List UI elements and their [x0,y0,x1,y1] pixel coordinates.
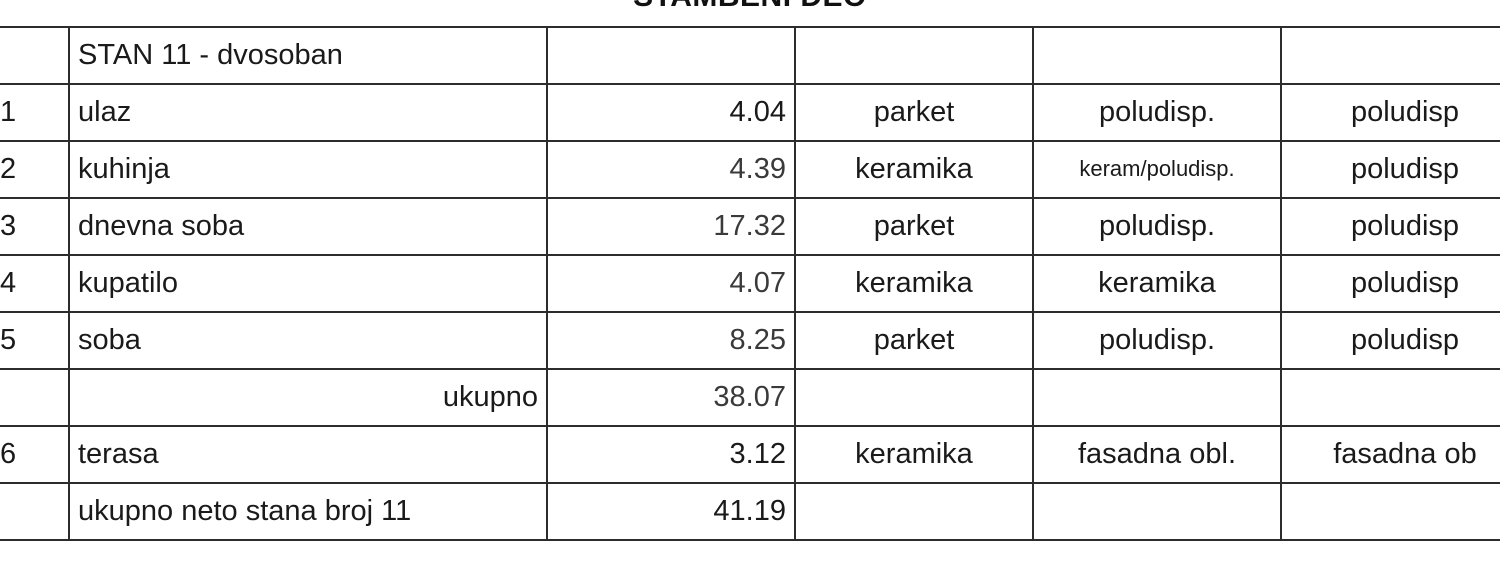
page-title: STAMBENI DEO [0,0,1500,10]
cell-finish-wall [1032,368,1282,427]
cell-area: 4.39 [546,140,796,199]
cell-area: 4.07 [546,254,796,313]
cell-apartment-title: STAN 11 - dvosoban [68,26,548,85]
table-row: 3 dnevna soba 17.32 parket poludisp. pol… [0,197,1500,256]
cell-finish-floor: keramika [794,254,1034,313]
cell-total-label: ukupno neto stana broj 11 [68,482,548,541]
table-row-subtotal: ukupno 38.07 [0,368,1500,427]
table-row: 2 kuhinja 4.39 keramika keram/poludisp. … [0,140,1500,199]
cell-room-name: terasa [68,425,548,484]
cell-finish-floor: parket [794,197,1034,256]
cell-finish-floor [794,482,1034,541]
cell-finish-ceiling [1280,368,1500,427]
cell-number [0,368,70,427]
cell-room-name: kuhinja [68,140,548,199]
cell-finish-ceiling [1280,26,1500,85]
cell-finish-floor: parket [794,311,1034,370]
cell-finish-ceiling: poludisp [1280,83,1500,142]
cell-finish-wall [1032,26,1282,85]
cell-finish-ceiling: poludisp [1280,254,1500,313]
apartment-schedule-table: STAN 11 - dvosoban 1 ulaz 4.04 parket po… [0,26,1500,541]
cell-finish-wall: poludisp. [1032,311,1282,370]
cell-finish-floor: parket [794,83,1034,142]
cell-number [0,26,70,85]
table-row: 1 ulaz 4.04 parket poludisp. poludisp [0,83,1500,142]
cell-finish-floor: keramika [794,425,1034,484]
cell-number: 1 [0,83,70,142]
cell-finish-ceiling: fasadna ob [1280,425,1500,484]
table-row: 4 kupatilo 4.07 keramika keramika poludi… [0,254,1500,313]
cell-area: 17.32 [546,197,796,256]
cell-area: 8.25 [546,311,796,370]
cell-finish-ceiling [1280,482,1500,541]
cell-finish-ceiling: poludisp [1280,197,1500,256]
cell-finish-floor [794,368,1034,427]
cell-number [0,482,70,541]
cell-finish-wall: keramika [1032,254,1282,313]
table-row: 5 soba 8.25 parket poludisp. poludisp [0,311,1500,370]
cell-finish-ceiling: poludisp [1280,140,1500,199]
table-row: 6 terasa 3.12 keramika fasadna obl. fasa… [0,425,1500,484]
cell-finish-floor [794,26,1034,85]
cell-area: 38.07 [546,368,796,427]
cell-finish-wall: fasadna obl. [1032,425,1282,484]
cell-area [546,26,796,85]
cell-room-name: kupatilo [68,254,548,313]
cell-room-name: dnevna soba [68,197,548,256]
cell-finish-wall: keram/poludisp. [1032,140,1282,199]
table-row-header: STAN 11 - dvosoban [0,26,1500,85]
cell-area: 3.12 [546,425,796,484]
cell-subtotal-label: ukupno [68,368,548,427]
cell-finish-wall: poludisp. [1032,197,1282,256]
cell-number: 3 [0,197,70,256]
cell-number: 5 [0,311,70,370]
cell-finish-floor: keramika [794,140,1034,199]
cell-finish-wall: poludisp. [1032,83,1282,142]
cell-area: 4.04 [546,83,796,142]
cell-finish-wall [1032,482,1282,541]
cell-room-name: ulaz [68,83,548,142]
cell-number: 4 [0,254,70,313]
cell-room-name: soba [68,311,548,370]
table-row-total: ukupno neto stana broj 11 41.19 [0,482,1500,541]
cell-number: 2 [0,140,70,199]
page-bottom-margin [0,541,1500,563]
cell-number: 6 [0,425,70,484]
cell-finish-ceiling: poludisp [1280,311,1500,370]
cell-area: 41.19 [546,482,796,541]
apartment-schedule-table-wrap: STAN 11 - dvosoban 1 ulaz 4.04 parket po… [0,26,1500,541]
